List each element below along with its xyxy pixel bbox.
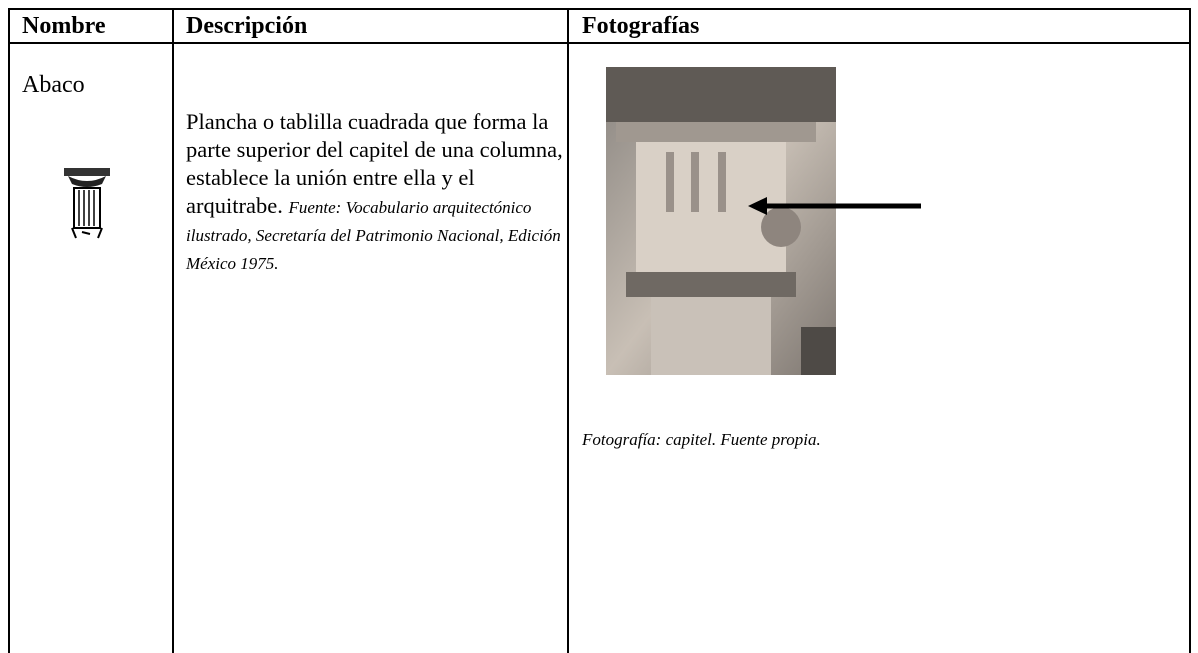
- column-border: [172, 8, 174, 653]
- photo-caption: Fotografía: capitel. Fuente propia.: [582, 430, 821, 449]
- arrow: [748, 197, 921, 215]
- column-icon: [64, 168, 110, 239]
- table-border: [8, 8, 10, 653]
- photo: [606, 67, 836, 375]
- table-border: [8, 8, 1191, 10]
- column-header: Descripción: [186, 13, 308, 39]
- header-border: [8, 42, 1191, 44]
- description: Plancha o tablilla cuadrada que forma la…: [186, 108, 566, 276]
- source-note: Fuente: Vocabulario arquitectónico ilust…: [186, 198, 561, 273]
- column-header: Nombre: [22, 13, 106, 39]
- term-name: Abaco: [22, 72, 85, 98]
- column-border: [567, 8, 569, 653]
- column-header: Fotografías: [582, 13, 700, 39]
- description-text: Plancha o tablilla cuadrada que forma la…: [186, 109, 563, 218]
- table-border: [1189, 8, 1191, 653]
